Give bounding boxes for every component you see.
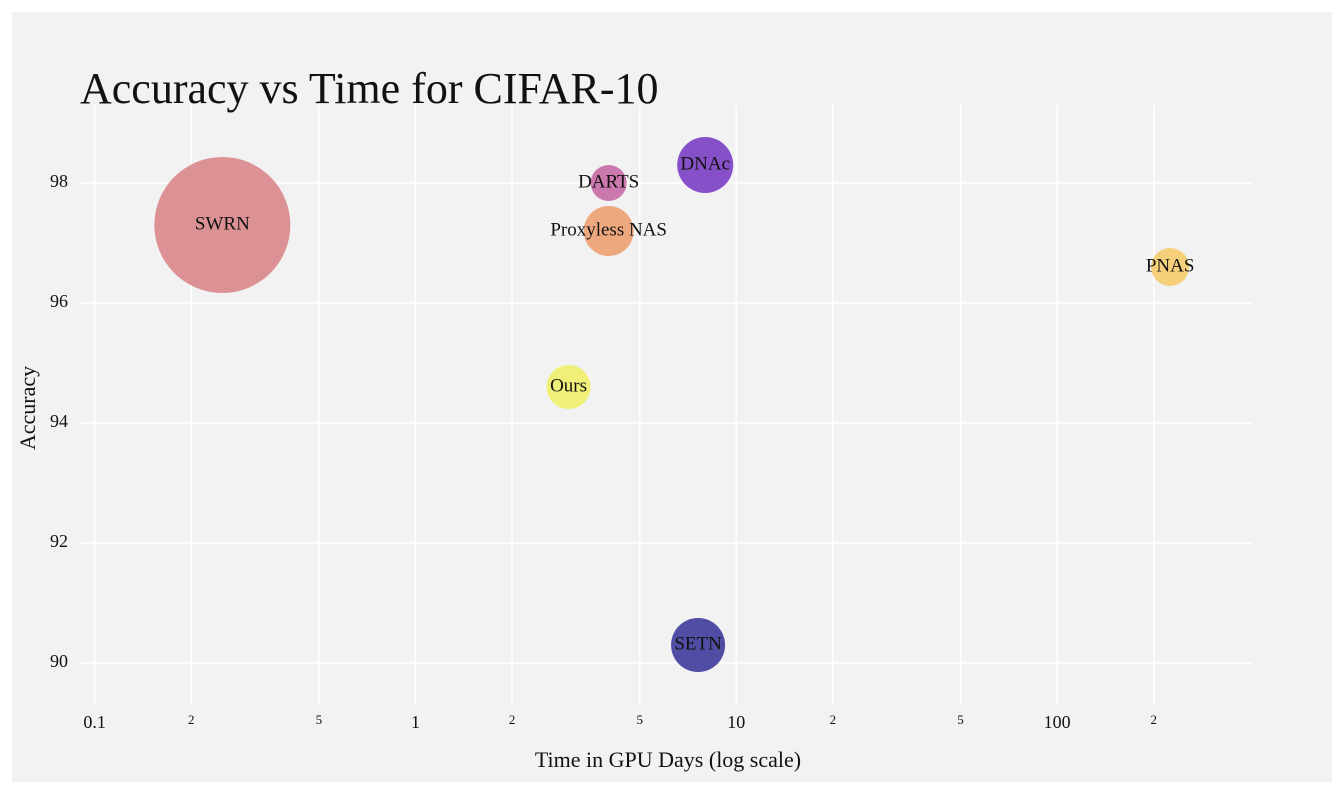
y-tick-label: 92 bbox=[50, 531, 68, 551]
x-tick-label: 5 bbox=[957, 712, 964, 727]
x-tick-label: 2 bbox=[509, 712, 516, 727]
x-tick-label: 100 bbox=[1044, 712, 1071, 732]
chart-background bbox=[12, 12, 1332, 782]
bubble bbox=[590, 165, 627, 201]
x-tick-label: 2 bbox=[1150, 712, 1157, 727]
y-tick-label: 90 bbox=[50, 651, 68, 671]
point-label: DARTS bbox=[578, 171, 639, 192]
x-tick-label: 1 bbox=[411, 712, 420, 732]
y-axis-title: Accuracy bbox=[15, 366, 40, 450]
bubble bbox=[154, 157, 291, 293]
bubble bbox=[546, 365, 591, 409]
x-tick-label: 5 bbox=[316, 712, 323, 727]
x-tick-label: 0.1 bbox=[83, 712, 106, 732]
bubble bbox=[1151, 248, 1190, 286]
y-tick-label: 96 bbox=[50, 291, 68, 311]
x-tick-label: 2 bbox=[188, 712, 195, 727]
point-label: PNAS bbox=[1146, 255, 1195, 276]
x-axis-title: Time in GPU Days (log scale) bbox=[535, 747, 801, 772]
bubble bbox=[583, 206, 634, 256]
point-label: SETN bbox=[674, 633, 722, 654]
bubble bbox=[677, 137, 734, 193]
point-label: Proxyless NAS bbox=[550, 219, 667, 240]
bubble bbox=[671, 618, 726, 672]
x-tick-label: 10 bbox=[727, 712, 745, 732]
point-label: Ours bbox=[550, 375, 587, 396]
point-label: DNAc bbox=[680, 153, 730, 174]
y-tick-label: 98 bbox=[50, 171, 68, 191]
x-tick-label: 2 bbox=[830, 712, 837, 727]
point-label: SWRN bbox=[195, 213, 250, 234]
y-tick-label: 94 bbox=[50, 411, 68, 431]
x-tick-label: 5 bbox=[636, 712, 643, 727]
chart-title: Accuracy vs Time for CIFAR-10 bbox=[80, 64, 658, 113]
